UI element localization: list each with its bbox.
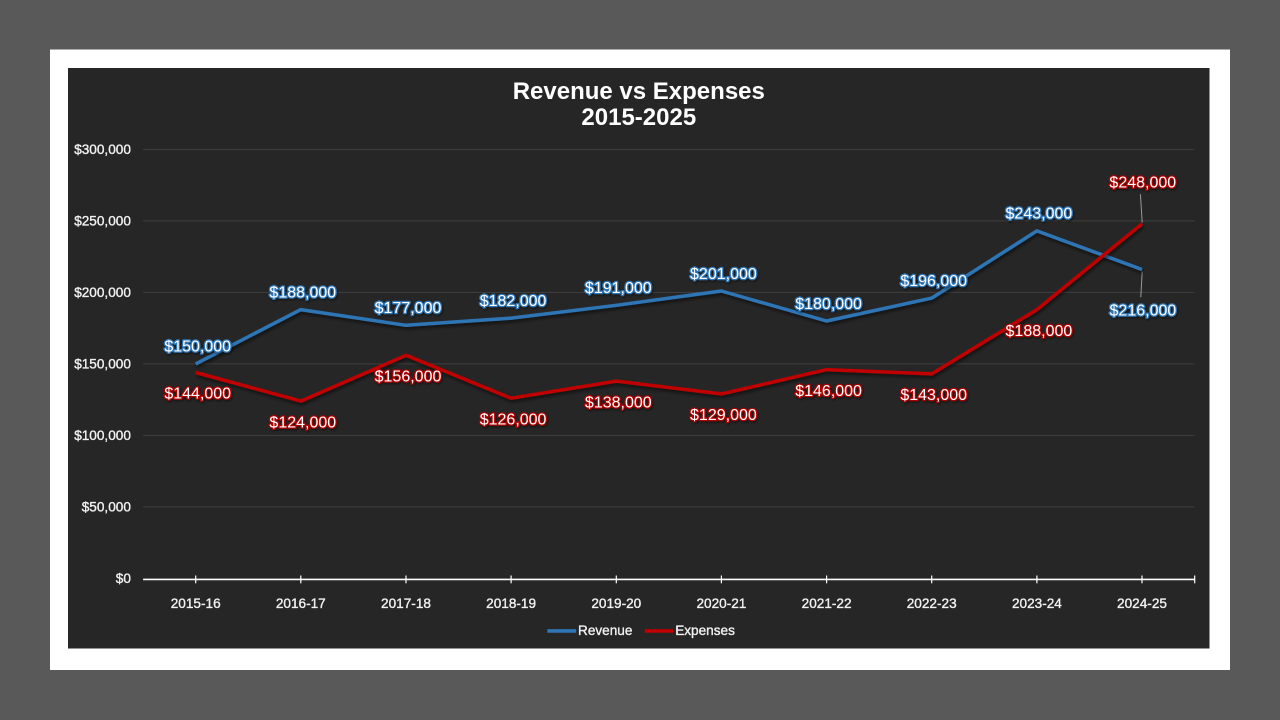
svg-text:$150,000: $150,000 bbox=[164, 339, 231, 356]
svg-text:$150,000: $150,000 bbox=[74, 357, 131, 372]
svg-text:$177,000: $177,000 bbox=[375, 300, 442, 317]
svg-text:2020-21: 2020-21 bbox=[696, 596, 746, 611]
svg-text:$188,000: $188,000 bbox=[1006, 323, 1073, 340]
svg-text:$191,000: $191,000 bbox=[585, 280, 652, 297]
svg-text:$146,000: $146,000 bbox=[795, 383, 862, 400]
svg-text:Revenue vs Expenses: Revenue vs Expenses bbox=[513, 78, 765, 105]
svg-text:2024-25: 2024-25 bbox=[1117, 596, 1167, 611]
svg-text:$300,000: $300,000 bbox=[74, 142, 131, 157]
svg-text:$138,000: $138,000 bbox=[585, 394, 652, 411]
svg-text:2015-2025: 2015-2025 bbox=[581, 104, 696, 131]
svg-text:Revenue: Revenue bbox=[578, 623, 632, 638]
svg-text:$50,000: $50,000 bbox=[82, 500, 132, 515]
svg-text:2023-24: 2023-24 bbox=[1012, 596, 1062, 611]
svg-text:$156,000: $156,000 bbox=[375, 369, 442, 386]
svg-text:2016-17: 2016-17 bbox=[276, 596, 326, 611]
svg-text:$129,000: $129,000 bbox=[690, 407, 757, 424]
svg-text:2021-22: 2021-22 bbox=[802, 596, 852, 611]
svg-text:$200,000: $200,000 bbox=[74, 285, 131, 300]
svg-text:2019-20: 2019-20 bbox=[591, 596, 641, 611]
svg-text:$196,000: $196,000 bbox=[900, 273, 967, 290]
svg-text:$180,000: $180,000 bbox=[795, 296, 862, 313]
svg-text:$144,000: $144,000 bbox=[164, 386, 231, 403]
svg-text:$201,000: $201,000 bbox=[690, 266, 757, 283]
svg-text:$0: $0 bbox=[116, 571, 132, 586]
svg-text:$100,000: $100,000 bbox=[74, 428, 131, 443]
svg-text:$143,000: $143,000 bbox=[900, 387, 967, 404]
svg-text:2018-19: 2018-19 bbox=[486, 596, 536, 611]
svg-text:$188,000: $188,000 bbox=[269, 284, 336, 301]
svg-text:$243,000: $243,000 bbox=[1006, 206, 1073, 223]
svg-text:$124,000: $124,000 bbox=[269, 414, 336, 431]
svg-text:Expenses: Expenses bbox=[675, 623, 735, 638]
svg-text:2022-23: 2022-23 bbox=[907, 596, 957, 611]
svg-text:$216,000: $216,000 bbox=[1110, 302, 1177, 319]
svg-text:2015-16: 2015-16 bbox=[171, 596, 221, 611]
svg-text:$182,000: $182,000 bbox=[480, 293, 547, 310]
svg-text:$250,000: $250,000 bbox=[74, 214, 131, 229]
svg-text:$126,000: $126,000 bbox=[480, 411, 547, 428]
svg-text:$248,000: $248,000 bbox=[1109, 175, 1176, 192]
svg-text:2017-18: 2017-18 bbox=[381, 596, 431, 611]
